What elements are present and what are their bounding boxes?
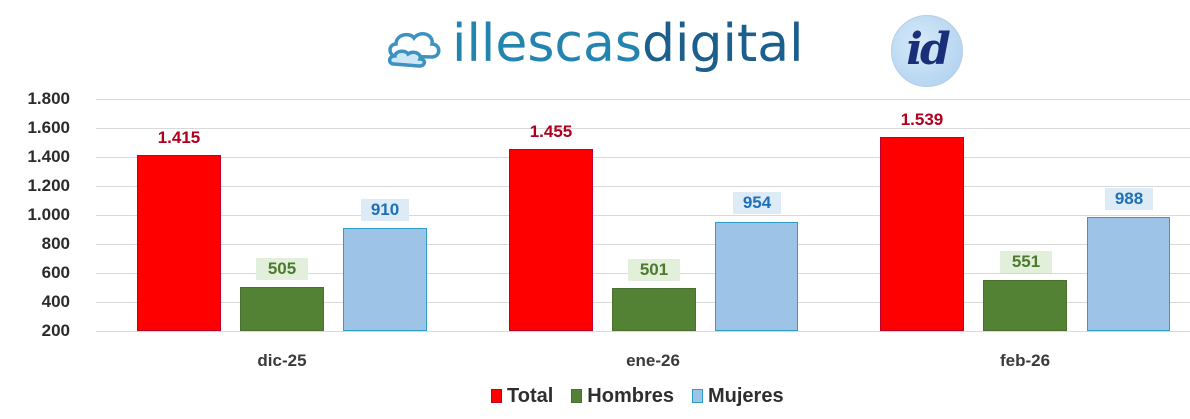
gridline bbox=[96, 244, 1190, 245]
bar-mujeres bbox=[715, 222, 798, 331]
legend-swatch-hombres bbox=[571, 389, 583, 403]
gridline bbox=[96, 331, 1190, 332]
legend-item-hombres: Hombres bbox=[571, 385, 674, 408]
legend-swatch-mujeres bbox=[692, 389, 703, 403]
legend: Total Hombres Mujeres bbox=[491, 384, 802, 408]
legend-item-total: Total bbox=[491, 385, 553, 408]
y-tick: 600 bbox=[41, 263, 70, 282]
cloud-logo-icon bbox=[387, 32, 441, 68]
data-label-total: 1.539 bbox=[900, 110, 944, 129]
data-label-hombres: 505 bbox=[256, 258, 308, 280]
brand-wordmark: illescasdigital bbox=[452, 14, 804, 74]
data-label-mujeres: 988 bbox=[1105, 188, 1153, 210]
y-tick: 1.400 bbox=[27, 147, 70, 166]
x-category-label: dic-25 bbox=[257, 351, 307, 370]
bar-mujeres bbox=[343, 228, 427, 331]
badge-text: id bbox=[906, 24, 950, 75]
y-tick: 1.800 bbox=[27, 89, 70, 108]
data-label-total: 1.455 bbox=[529, 122, 573, 141]
gridline bbox=[96, 99, 1190, 100]
y-tick: 800 bbox=[41, 234, 70, 253]
bar-mujeres bbox=[1087, 217, 1170, 331]
y-tick: 1.200 bbox=[27, 176, 70, 195]
bar-total bbox=[880, 137, 964, 331]
bar-total bbox=[137, 155, 221, 331]
gridline bbox=[96, 128, 1190, 129]
x-category-label: feb-26 bbox=[999, 351, 1051, 370]
legend-label: Hombres bbox=[587, 384, 674, 407]
bar-hombres bbox=[983, 280, 1067, 331]
x-category-label: ene-26 bbox=[626, 351, 680, 370]
data-label-hombres: 501 bbox=[628, 259, 680, 281]
gridline bbox=[96, 186, 1190, 187]
data-label-total: 1.415 bbox=[157, 128, 201, 147]
y-tick: 1.000 bbox=[27, 205, 70, 224]
data-label-mujeres: 954 bbox=[733, 192, 781, 214]
brand-part2: digital bbox=[641, 14, 804, 74]
legend-item-mujeres: Mujeres bbox=[692, 385, 784, 408]
y-tick: 400 bbox=[41, 292, 70, 311]
gridline bbox=[96, 157, 1190, 158]
bar-hombres bbox=[240, 287, 324, 331]
y-tick: 1.600 bbox=[27, 118, 70, 137]
data-label-mujeres: 910 bbox=[361, 199, 409, 221]
brand-part1: illescas bbox=[452, 14, 642, 74]
legend-label: Total bbox=[507, 384, 554, 407]
header: illescasdigital id bbox=[0, 0, 1190, 90]
bar-hombres bbox=[612, 288, 696, 331]
bar-total bbox=[509, 149, 593, 331]
data-label-hombres: 551 bbox=[1000, 251, 1052, 273]
id-badge-logo: id bbox=[891, 15, 963, 87]
legend-swatch-total bbox=[491, 389, 502, 403]
gridline bbox=[96, 215, 1190, 216]
legend-label: Mujeres bbox=[708, 384, 784, 407]
y-tick: 200 bbox=[41, 321, 70, 340]
